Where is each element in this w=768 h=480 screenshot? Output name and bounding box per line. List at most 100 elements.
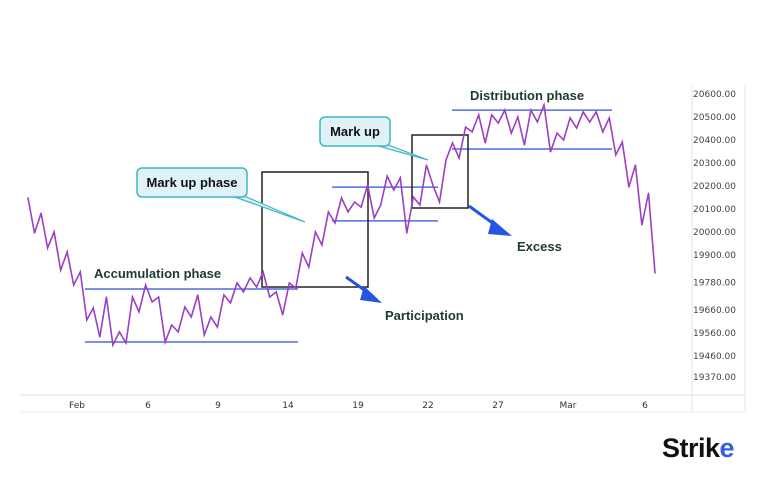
price-point	[151, 301, 153, 303]
price-point	[536, 121, 539, 123]
price-point	[523, 144, 525, 146]
callout-pointer	[231, 195, 306, 223]
price-point	[314, 231, 316, 233]
price-point	[582, 111, 584, 113]
price-point	[210, 316, 212, 318]
price-point	[412, 196, 414, 198]
price-point	[654, 272, 656, 274]
price-point	[367, 184, 369, 186]
participation-label: Participation	[385, 308, 464, 323]
price-point	[112, 344, 114, 346]
y-tick-label: 19460.00	[693, 352, 736, 362]
price-point	[158, 296, 160, 298]
y-tick-label: 20500.00	[693, 113, 736, 123]
price-point	[33, 232, 36, 234]
price-point	[438, 201, 441, 203]
callout-box	[136, 167, 248, 198]
price-point	[105, 296, 107, 298]
logo-text: Stri	[662, 433, 706, 463]
price-point	[543, 104, 545, 106]
price-point	[576, 127, 578, 129]
y-axis-ticks: 20600.00 20500.00 20400.00 20300.00 20200.00…	[693, 90, 736, 383]
price-point	[242, 291, 245, 293]
y-tick-label: 19900.00	[693, 251, 736, 261]
price-point	[27, 197, 29, 199]
price-point	[327, 211, 330, 213]
price-point	[73, 284, 75, 286]
price-point	[255, 286, 258, 288]
price-point	[236, 282, 238, 284]
price-point	[478, 114, 480, 116]
price-point	[340, 197, 343, 199]
price-point	[144, 284, 147, 286]
price-point	[60, 269, 62, 271]
price-point	[451, 142, 454, 144]
price-point	[334, 222, 336, 224]
price-point	[262, 271, 264, 273]
price-point	[282, 314, 284, 316]
price-point	[197, 294, 199, 296]
y-tick-label: 19660.00	[693, 306, 736, 316]
y-tick-label: 20300.00	[693, 159, 736, 169]
callout-label: Mark up	[330, 124, 380, 139]
price-point	[99, 336, 101, 338]
price-point	[471, 131, 473, 133]
price-point	[484, 142, 486, 144]
price-point	[432, 184, 434, 186]
arrow-head	[360, 286, 382, 303]
price-point	[549, 151, 552, 153]
price-point	[562, 139, 565, 141]
price-point	[445, 159, 447, 161]
price-point	[458, 157, 460, 159]
price-point	[647, 192, 650, 194]
price-point	[517, 116, 519, 118]
price-point	[321, 244, 323, 246]
price-point	[40, 212, 42, 214]
price-point	[491, 114, 493, 116]
price-point	[249, 277, 251, 279]
price-point	[288, 282, 290, 284]
price-point	[634, 164, 637, 166]
y-tick-label: 20000.00	[693, 228, 736, 238]
price-point	[497, 122, 499, 124]
price-point	[203, 334, 205, 336]
price-point	[602, 131, 604, 133]
excess-box	[411, 134, 469, 209]
price-point	[177, 331, 179, 333]
price-point	[621, 141, 623, 143]
price-point	[353, 201, 356, 203]
price-point	[510, 132, 512, 134]
price-point	[380, 204, 382, 206]
price-point	[164, 341, 166, 343]
price-point	[118, 331, 121, 333]
price-point	[46, 247, 49, 249]
level-lines	[85, 109, 612, 343]
price-point	[393, 189, 395, 191]
markup-phase-box	[261, 171, 369, 288]
price-point	[53, 231, 55, 233]
y-tick-label: 20200.00	[693, 182, 736, 192]
callout-markup-phase: Mark up phase	[136, 167, 306, 223]
x-tick-label: 6	[145, 401, 151, 411]
price-point	[504, 109, 506, 111]
x-tick-label: 14	[282, 401, 294, 411]
price-point	[125, 342, 127, 344]
price-points	[27, 104, 656, 346]
price-point	[615, 154, 617, 156]
price-point	[347, 211, 349, 213]
x-tick-label: 19	[352, 401, 364, 411]
price-point	[138, 311, 140, 313]
logo-text-k: k	[705, 433, 720, 463]
price-point	[301, 252, 303, 254]
price-point	[86, 319, 88, 321]
price-point	[275, 291, 277, 293]
price-point	[92, 307, 94, 309]
callout-pointer	[374, 144, 429, 161]
price-point	[66, 251, 68, 253]
chart-frame	[20, 85, 746, 413]
price-point	[569, 117, 571, 119]
price-point	[229, 302, 232, 304]
price-point	[79, 271, 81, 273]
price-point	[425, 164, 428, 166]
price-point	[360, 206, 362, 208]
